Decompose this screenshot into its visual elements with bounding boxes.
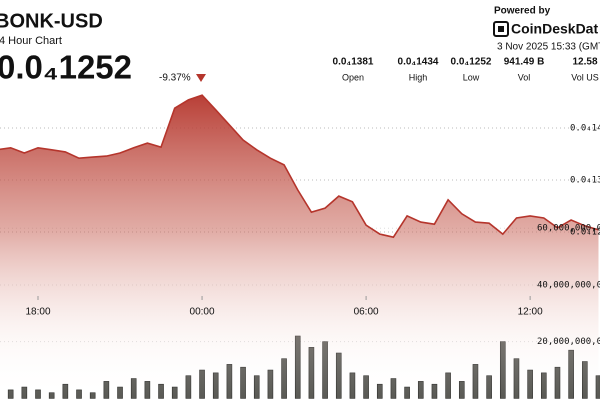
x-tick-label: 00:00 (190, 307, 215, 318)
powered-by: Powered by (494, 6, 551, 17)
y-tick-label: 0.0₄13 (570, 176, 600, 186)
price: 0.0₄1252 (0, 49, 132, 86)
stat-label: Vol US (571, 72, 599, 82)
price-line (0, 94, 599, 239)
stat-value: 0.0₄1252 (451, 57, 492, 68)
y2-tick-label: 60,000,000,000 (537, 224, 600, 234)
stat-label: Low (463, 72, 480, 82)
logo-icon (493, 21, 509, 37)
x-tick-label: 12:00 (518, 307, 543, 318)
stat-value: 0.0₄1434 (398, 57, 439, 68)
change: -9.37% (159, 73, 191, 84)
stat-value: 12.58 (572, 57, 597, 68)
stats: 0.0₄1381 Open 0.0₄1434 High 0.0₄1252 Low 941.4… (333, 57, 599, 83)
stat-label: Vol (518, 72, 531, 82)
area (0, 95, 599, 399)
y2-tick-label: 40,000,000,000 (537, 280, 600, 290)
down-arrow (196, 74, 206, 82)
y-tick-label: 0.0₄14 (570, 124, 600, 134)
timestamp: 3 Nov 2025 15:33 (GMT (497, 42, 600, 53)
price-area (0, 94, 599, 399)
x-tick-label: 18:00 (25, 307, 50, 318)
stat-label: Open (342, 72, 364, 82)
subtitle: 4 Hour Chart (0, 35, 62, 47)
stat-value: 0.0₄1381 (333, 57, 374, 68)
stat-label: High (409, 72, 428, 82)
brand: CoinDeskDat (511, 21, 598, 37)
y-tick-label: 0.0₄12 (570, 228, 600, 238)
symbol: BONK-USD (0, 10, 103, 32)
x-tick-label: 06:00 (354, 307, 379, 318)
stat-value: 941.49 B (504, 57, 545, 68)
y2-tick-label: 20,000,000,000 (537, 337, 600, 347)
